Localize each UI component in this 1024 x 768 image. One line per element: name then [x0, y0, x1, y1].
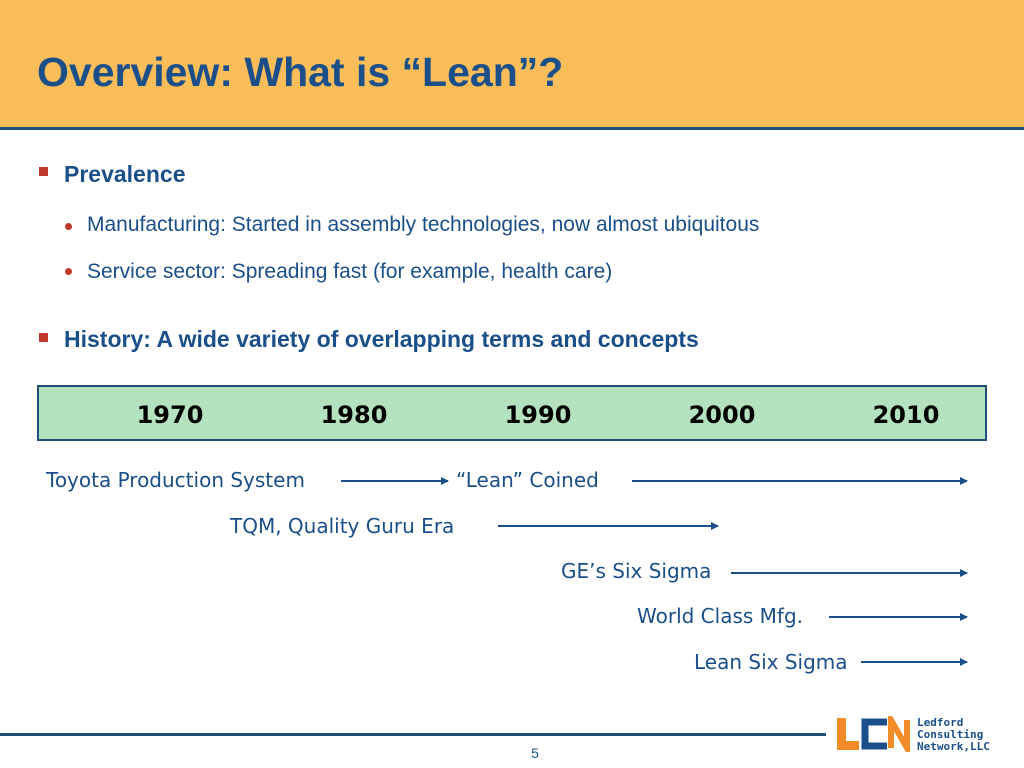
year-1980: 1980	[320, 401, 388, 429]
label-lean-six-sigma: Lean Six Sigma	[694, 650, 848, 674]
dot-bullet-icon	[65, 223, 72, 230]
year-1990: 1990	[504, 401, 572, 429]
label-tqm-quality-guru-era: TQM, Quality Guru Era	[230, 514, 455, 538]
bullet-history: History: A wide variety of overlapping t…	[64, 326, 699, 352]
lcn-logo-icon	[837, 716, 910, 752]
sub-bullet-service: Service sector: Spreading fast (for exam…	[87, 260, 613, 283]
logo-wordmark: Ledford Consulting Network,LLC	[917, 717, 990, 753]
logo-line-network: Network,LLC	[917, 740, 990, 753]
year-2010: 2010	[872, 401, 940, 429]
slide-title: Overview: What is “Lean”?	[37, 49, 564, 95]
label-toyota-production-system: Toyota Production System	[46, 468, 305, 492]
label-lean-coined: “Lean” Coined	[456, 468, 599, 492]
label-world-class-mfg: World Class Mfg.	[637, 604, 803, 628]
logo-line-consulting: Consulting	[917, 728, 984, 741]
logo-line-ledford: Ledford	[917, 716, 964, 729]
dot-bullet-icon	[65, 268, 72, 275]
page-number: 5	[531, 745, 539, 761]
year-1970: 1970	[136, 401, 204, 429]
sub-bullet-manufacturing: Manufacturing: Started in assembly techn…	[87, 213, 760, 236]
year-2000: 2000	[688, 401, 756, 429]
bullet-prevalence: Prevalence	[64, 161, 186, 187]
square-bullet-icon	[39, 333, 48, 342]
title-bar: Overview: What is “Lean”?	[0, 0, 1024, 130]
square-bullet-icon	[39, 167, 48, 176]
footer-rule	[0, 733, 826, 736]
timeline-band: 1970 1980 1990 2000 2010	[37, 385, 987, 441]
label-ge-six-sigma: GE’s Six Sigma	[561, 559, 712, 583]
